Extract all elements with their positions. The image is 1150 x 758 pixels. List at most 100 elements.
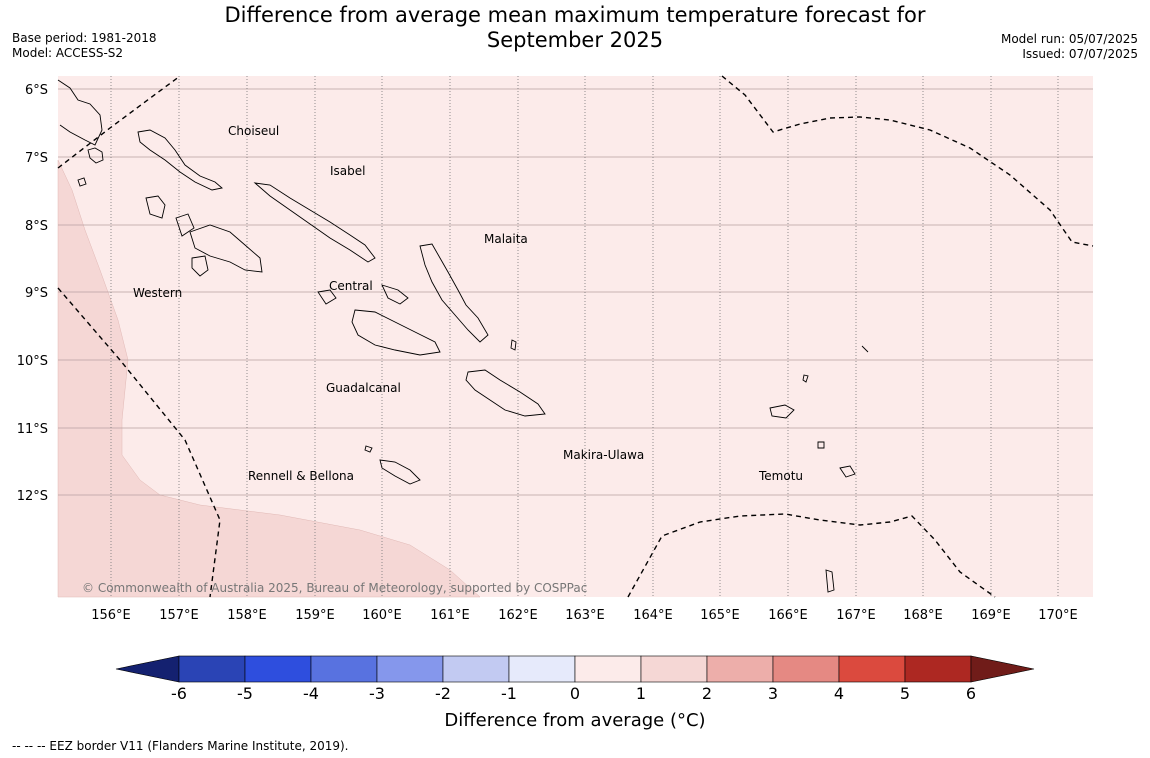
malaita-island — [419, 243, 489, 343]
rendova — [191, 255, 209, 277]
region-label-makira: Makira-Ulawa — [563, 448, 644, 462]
nendo-island — [769, 404, 795, 419]
lon-label: 170°E — [1038, 608, 1078, 623]
longitude-labels: 156°E 157°E 158°E 159°E 160°E 161°E 162°… — [91, 608, 1078, 623]
lon-label: 164°E — [633, 608, 673, 623]
lon-label: 161°E — [430, 608, 470, 623]
ulawa-island — [510, 339, 517, 351]
colorbar-segment — [904, 655, 972, 683]
isabel-island — [253, 182, 376, 263]
title-line-2: September 2025 — [486, 28, 664, 52]
colorbar-tick: 0 — [570, 684, 580, 703]
makira-island — [465, 369, 546, 417]
region-label-temotu: Temotu — [758, 469, 803, 483]
reef-islands — [802, 374, 809, 383]
region-label-guadalcanal: Guadalcanal — [326, 381, 401, 395]
colorbar-segment — [442, 655, 510, 683]
lat-label: 12°S — [17, 489, 48, 504]
lon-label: 160°E — [362, 608, 402, 623]
region-label-western: Western — [133, 286, 182, 300]
colorbar-tick: -4 — [303, 684, 319, 703]
shortland-islands — [87, 147, 104, 164]
region-label-central: Central — [329, 279, 373, 293]
latitude-gridlines — [58, 88, 1093, 496]
colorbar-tick: 6 — [966, 684, 976, 703]
choiseul-island — [137, 129, 223, 191]
lon-label: 163°E — [565, 608, 605, 623]
issued-date: Issued: 07/07/2025 — [1022, 47, 1138, 61]
colorbar-segment — [838, 655, 906, 683]
eez-legend-note: -- -- -- EEZ border V11 (Flanders Marine… — [12, 739, 349, 753]
lat-label: 11°S — [17, 422, 48, 437]
lon-label: 165°E — [700, 608, 740, 623]
anuta-tikopia — [825, 569, 835, 593]
region-label-isabel: Isabel — [330, 164, 365, 178]
anomaly-field-1-2 — [57, 159, 481, 598]
duff-islands — [861, 345, 869, 353]
colorbar-tick: 1 — [636, 684, 646, 703]
nggela-islands — [381, 284, 409, 305]
colorbar-tick: -6 — [171, 684, 187, 703]
colorbar-segment — [178, 655, 246, 683]
guadalcanal-island — [351, 309, 441, 356]
bougainville-coast — [57, 79, 103, 146]
colorbar-segment — [706, 655, 774, 683]
colorbar-tick: -3 — [369, 684, 385, 703]
eez-borders — [57, 75, 1094, 598]
colorbar-segment — [244, 655, 312, 683]
colorbar-tick: -2 — [435, 684, 451, 703]
lat-label: 7°S — [25, 151, 48, 166]
russell-islands — [317, 289, 337, 305]
kolombangara — [175, 213, 195, 237]
lat-label: 10°S — [17, 354, 48, 369]
colorbar-segment — [508, 655, 576, 683]
colorbar-tick: 5 — [900, 684, 910, 703]
colorbar — [115, 655, 1035, 683]
bellona-island — [364, 445, 373, 453]
model-name: Model: ACCESS-S2 — [12, 46, 124, 60]
vella-lavella — [145, 195, 166, 219]
colorbar-segment — [310, 655, 378, 683]
colorbar-segment — [574, 655, 642, 683]
lon-label: 162°E — [498, 608, 538, 623]
vanikoro-island — [839, 465, 856, 478]
meta-right: Model run: 05/07/2025 Issued: 07/07/2025 — [1001, 32, 1138, 62]
colorbar-tick: 3 — [768, 684, 778, 703]
colorbar-tick: -1 — [501, 684, 517, 703]
colorbar-tick: 4 — [834, 684, 844, 703]
utupua-island — [817, 441, 825, 449]
region-label-choiseul: Choiseul — [228, 124, 279, 138]
region-label-malaita: Malaita — [484, 232, 528, 246]
colorbar-label: Difference from average (°C) — [444, 710, 706, 731]
meta-left: Base period: 1981-2018 Model: ACCESS-S2 — [12, 31, 157, 61]
lon-label: 157°E — [159, 608, 199, 623]
lon-label: 168°E — [903, 608, 943, 623]
colorbar-tick: -5 — [237, 684, 253, 703]
colorbar-segment — [376, 655, 444, 683]
colorbar-extension-high — [970, 655, 1035, 683]
copyright-text: © Commonwealth of Australia 2025, Bureau… — [82, 581, 587, 595]
region-label-rennell: Rennell & Bellona — [248, 469, 354, 483]
title-line-1: Difference from average mean maximum tem… — [224, 3, 926, 27]
model-run: Model run: 05/07/2025 — [1000, 32, 1138, 46]
lon-label: 166°E — [768, 608, 808, 623]
lon-label: 158°E — [227, 608, 267, 623]
coastlines — [57, 79, 869, 593]
colorbar-segment — [772, 655, 840, 683]
chart-title: Difference from average mean maximum tem… — [0, 3, 1150, 53]
lon-label: 159°E — [295, 608, 335, 623]
colorbar-segment — [640, 655, 708, 683]
lon-label: 156°E — [91, 608, 131, 623]
lat-label: 6°S — [25, 83, 48, 98]
base-period: Base period: 1981-2018 — [12, 31, 157, 45]
islet-west — [77, 177, 87, 187]
region-labels: Choiseul Isabel Malaita Western Central … — [133, 124, 803, 483]
colorbar-tick-labels: -6 -5 -4 -3 -2 -1 0 1 2 3 4 5 6 — [171, 684, 976, 703]
colorbar-tick: 2 — [702, 684, 712, 703]
lat-label: 8°S — [25, 219, 48, 234]
latitude-labels: 6°S 7°S 8°S 9°S 10°S 11°S 12°S — [17, 83, 48, 504]
lon-label: 167°E — [836, 608, 876, 623]
lon-label: 169°E — [971, 608, 1011, 623]
colorbar-extension-low — [115, 655, 180, 683]
